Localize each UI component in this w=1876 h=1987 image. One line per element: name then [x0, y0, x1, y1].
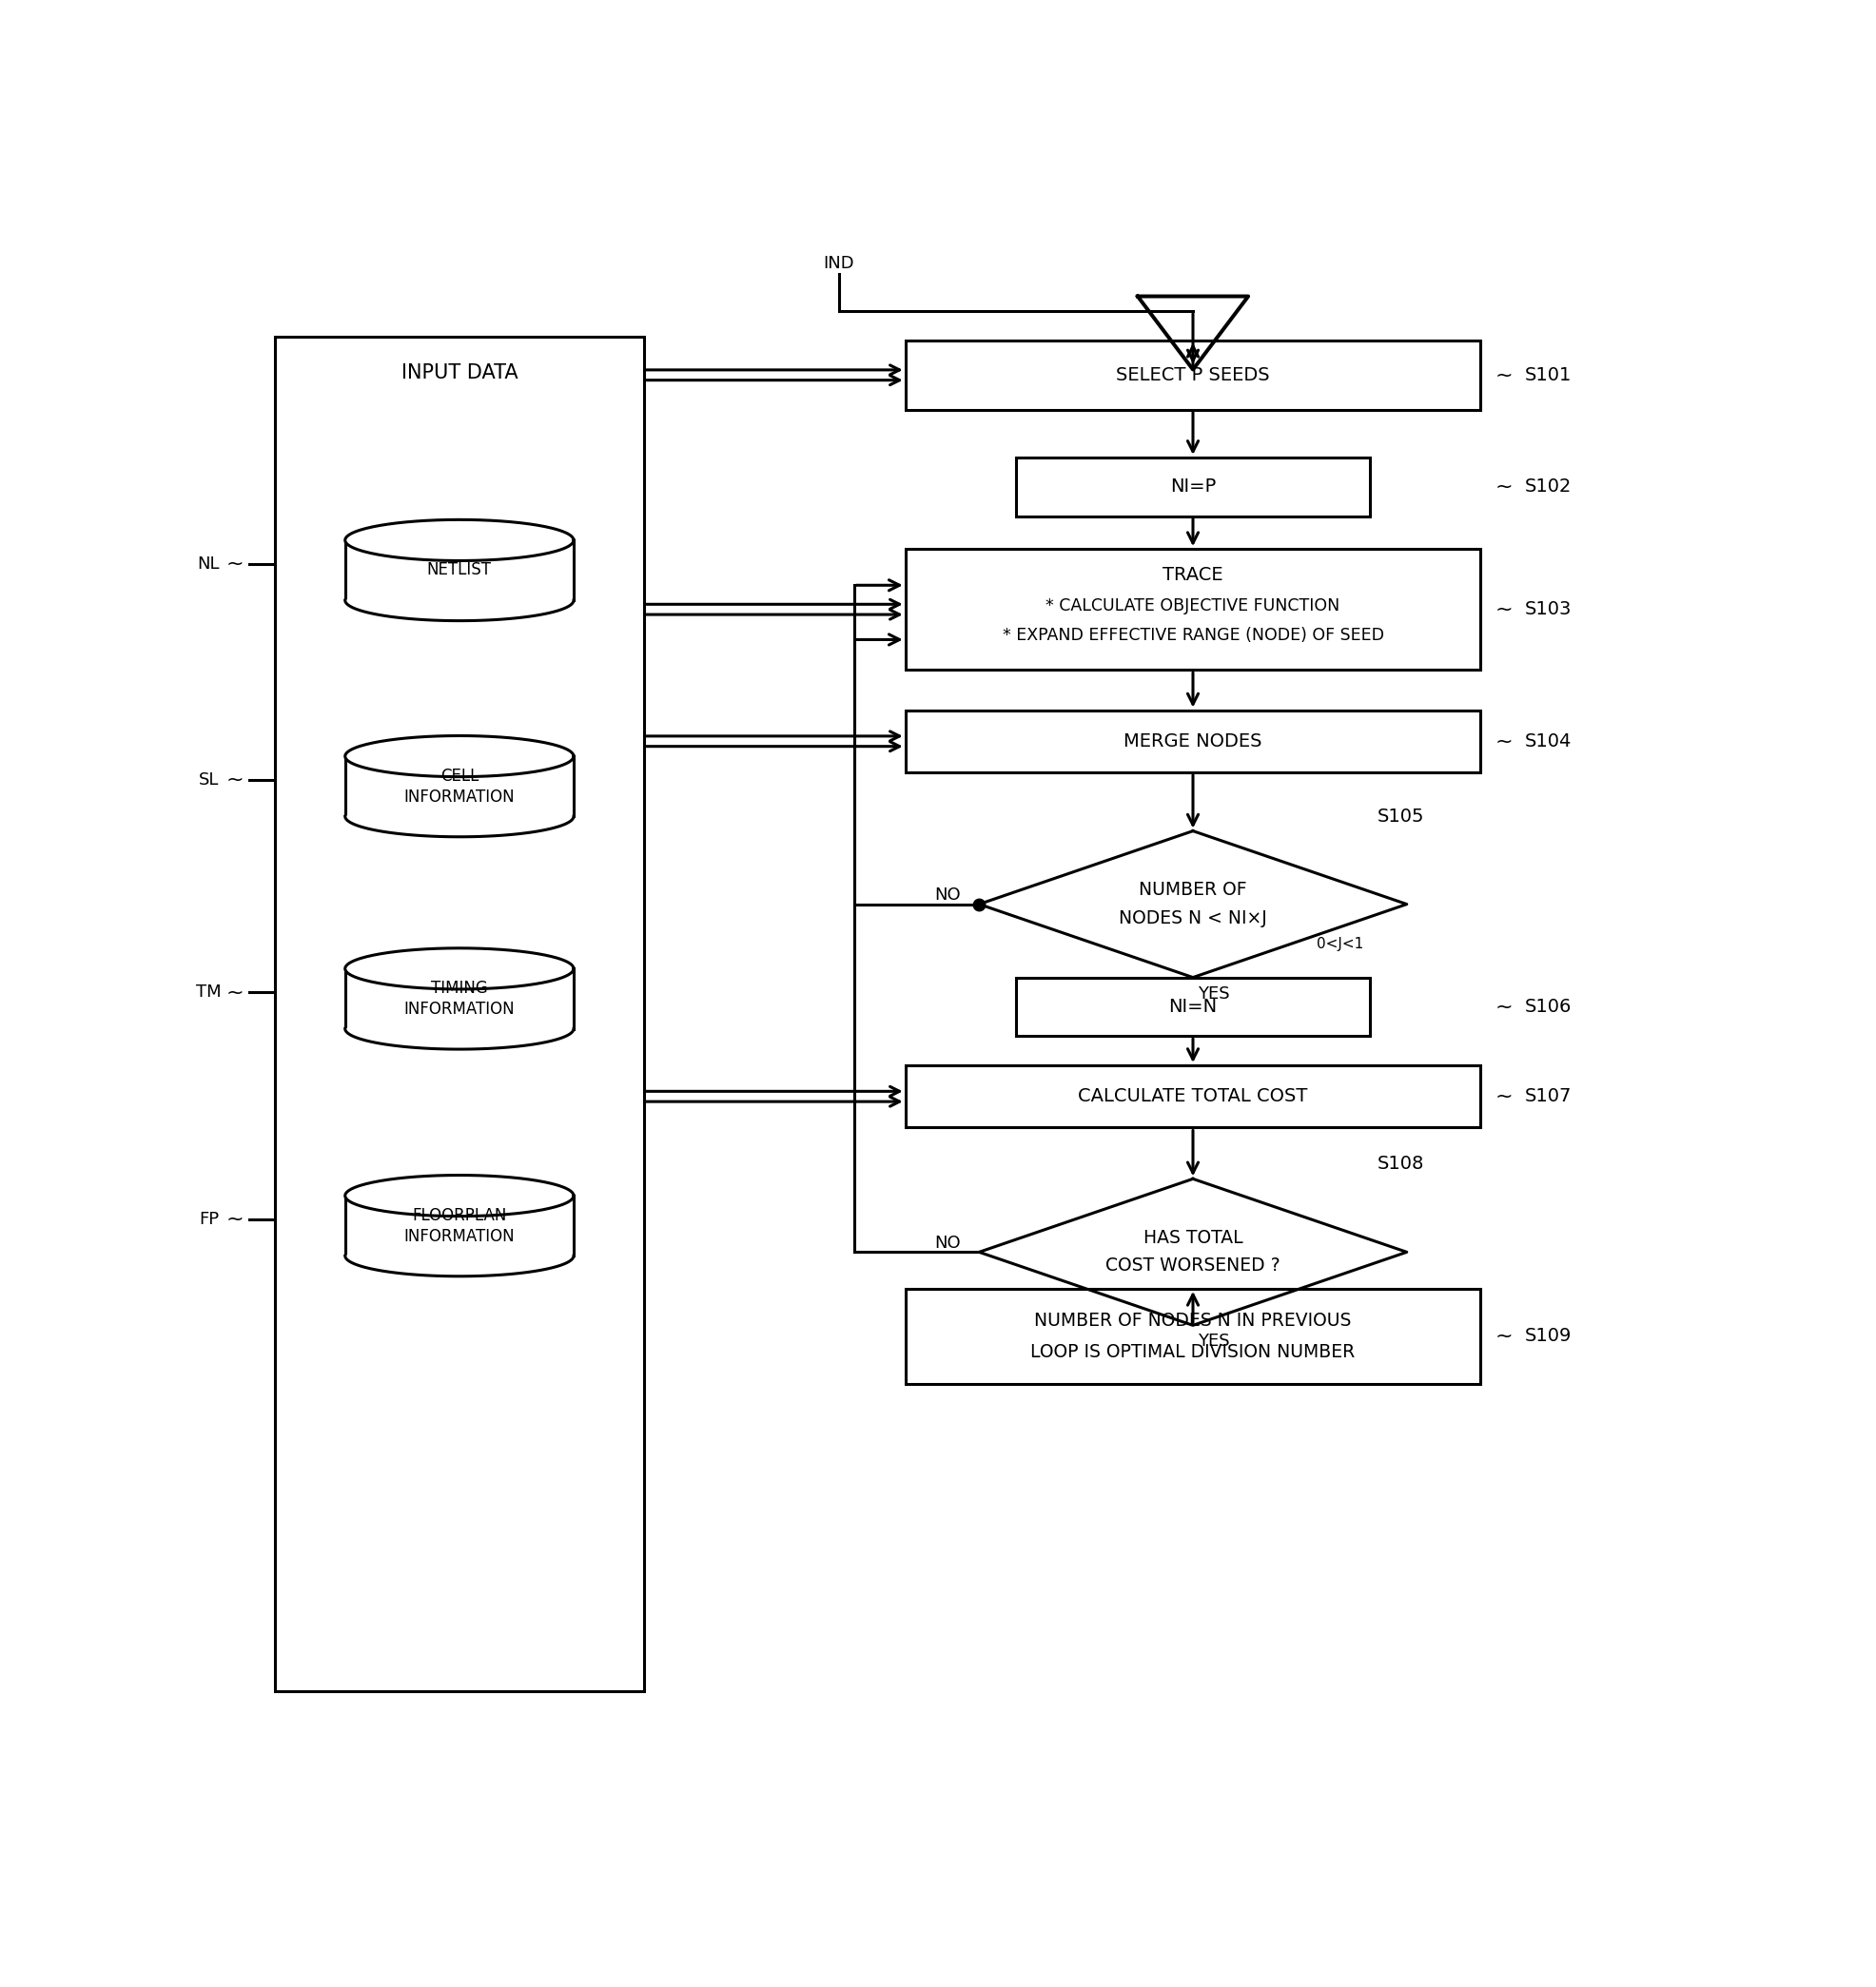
Text: ~: ~ — [225, 1210, 244, 1230]
FancyBboxPatch shape — [906, 1065, 1480, 1127]
Text: S101: S101 — [1525, 366, 1572, 383]
FancyBboxPatch shape — [276, 336, 643, 1691]
Text: SL: SL — [199, 771, 219, 789]
Text: ~: ~ — [1495, 477, 1512, 497]
Text: COST WORSENED ?: COST WORSENED ? — [1105, 1258, 1279, 1276]
Text: CELL: CELL — [441, 767, 478, 785]
Polygon shape — [345, 521, 574, 560]
Text: SELECT P SEEDS: SELECT P SEEDS — [1116, 366, 1270, 383]
Text: INPUT DATA: INPUT DATA — [401, 364, 518, 383]
Text: NUMBER OF: NUMBER OF — [1139, 882, 1248, 900]
Text: ~: ~ — [1495, 1087, 1512, 1107]
Text: FP: FP — [199, 1210, 219, 1228]
Text: ~: ~ — [1495, 1327, 1512, 1345]
Text: NODES N < NI×J: NODES N < NI×J — [1118, 910, 1266, 928]
FancyBboxPatch shape — [1017, 978, 1369, 1035]
Text: NO: NO — [934, 886, 961, 904]
FancyBboxPatch shape — [906, 1290, 1480, 1383]
Text: YES: YES — [1197, 986, 1229, 1001]
Text: NETLIST: NETLIST — [428, 562, 492, 578]
Text: S105: S105 — [1377, 807, 1424, 825]
Text: NL: NL — [197, 556, 219, 572]
FancyBboxPatch shape — [1017, 457, 1369, 517]
Polygon shape — [979, 1178, 1407, 1325]
Polygon shape — [345, 757, 574, 817]
Text: NI=P: NI=P — [1171, 477, 1216, 497]
Polygon shape — [345, 1196, 574, 1256]
Polygon shape — [345, 1256, 574, 1276]
Text: NI=N: NI=N — [1169, 997, 1218, 1015]
Text: LOOP IS OPTIMAL DIVISION NUMBER: LOOP IS OPTIMAL DIVISION NUMBER — [1030, 1343, 1354, 1361]
Text: ~: ~ — [1495, 731, 1512, 751]
Polygon shape — [979, 831, 1407, 978]
FancyBboxPatch shape — [906, 548, 1480, 670]
Text: ~: ~ — [1495, 997, 1512, 1015]
Text: HAS TOTAL: HAS TOTAL — [1142, 1230, 1242, 1248]
Polygon shape — [345, 948, 574, 990]
Text: ~: ~ — [225, 984, 244, 1001]
Text: S106: S106 — [1525, 997, 1572, 1015]
Text: MERGE NODES: MERGE NODES — [1124, 731, 1263, 751]
Polygon shape — [345, 817, 574, 837]
Text: S107: S107 — [1525, 1087, 1572, 1105]
Text: * EXPAND EFFECTIVE RANGE (NODE) OF SEED: * EXPAND EFFECTIVE RANGE (NODE) OF SEED — [1002, 626, 1384, 644]
Text: FLOORPLAN: FLOORPLAN — [413, 1206, 507, 1224]
Text: IND: IND — [824, 254, 855, 272]
Text: YES: YES — [1197, 1333, 1229, 1349]
Text: S109: S109 — [1525, 1327, 1572, 1345]
Polygon shape — [345, 735, 574, 777]
Text: TIMING: TIMING — [431, 980, 488, 997]
Polygon shape — [345, 1174, 574, 1216]
Polygon shape — [345, 540, 574, 600]
Text: TM: TM — [195, 984, 221, 1001]
Text: ~: ~ — [1495, 600, 1512, 618]
Text: S108: S108 — [1377, 1154, 1424, 1172]
Text: ~: ~ — [225, 771, 244, 789]
Text: * CALCULATE OBJECTIVE FUNCTION: * CALCULATE OBJECTIVE FUNCTION — [1045, 598, 1339, 614]
FancyBboxPatch shape — [906, 340, 1480, 409]
Text: 0<J<1: 0<J<1 — [1317, 938, 1364, 952]
Text: TRACE: TRACE — [1163, 566, 1223, 584]
Text: NO: NO — [934, 1234, 961, 1252]
Text: S103: S103 — [1525, 600, 1572, 618]
Polygon shape — [345, 1029, 574, 1049]
Polygon shape — [345, 600, 574, 620]
FancyBboxPatch shape — [906, 709, 1480, 773]
Text: INFORMATION: INFORMATION — [403, 1001, 514, 1017]
Text: INFORMATION: INFORMATION — [403, 789, 514, 805]
Text: ~: ~ — [225, 554, 244, 574]
Polygon shape — [345, 968, 574, 1029]
Text: S102: S102 — [1525, 477, 1572, 497]
Text: NUMBER OF NODES N IN PREVIOUS: NUMBER OF NODES N IN PREVIOUS — [1034, 1311, 1351, 1329]
Text: S104: S104 — [1525, 731, 1572, 751]
Polygon shape — [1137, 296, 1248, 370]
Text: INFORMATION: INFORMATION — [403, 1228, 514, 1244]
Text: CALCULATE TOTAL COST: CALCULATE TOTAL COST — [1079, 1087, 1308, 1105]
Text: ~: ~ — [1495, 366, 1512, 385]
